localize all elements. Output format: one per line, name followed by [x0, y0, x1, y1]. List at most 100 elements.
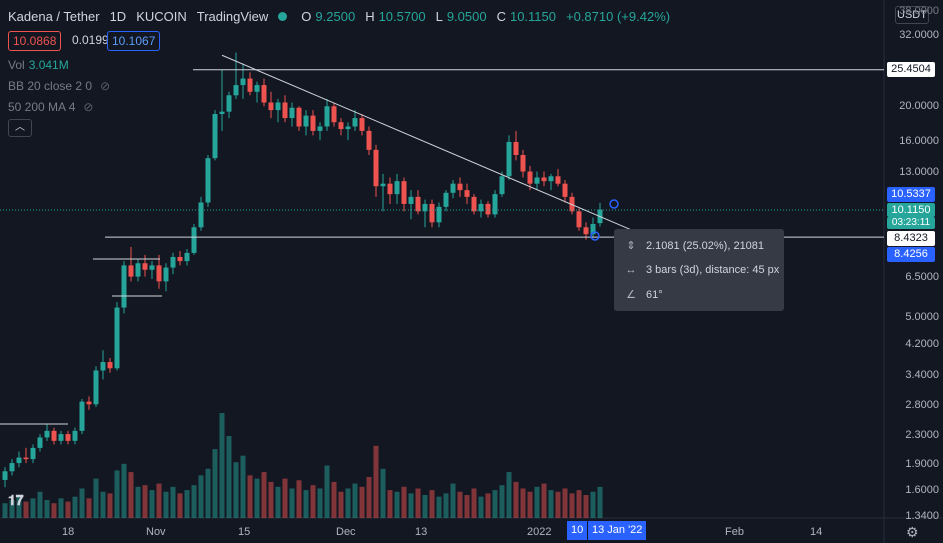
- price-tick: 38.0000: [899, 5, 939, 17]
- lower-line-price-tag[interactable]: 8.4323: [887, 231, 935, 246]
- candle-body: [44, 430, 50, 438]
- volume-bar: [114, 470, 120, 518]
- candle-body: [163, 267, 169, 282]
- volume-bar: [534, 486, 540, 518]
- candle-body: [275, 102, 281, 111]
- candle-body: [394, 181, 400, 195]
- alert-price-tag[interactable]: 10.5337: [887, 187, 935, 202]
- bid-button[interactable]: 10.0868: [8, 31, 62, 51]
- ma-indicator[interactable]: 50 200 MA 4 ⊘: [8, 100, 93, 114]
- candle-body: [121, 265, 127, 308]
- volume-bar: [506, 472, 512, 518]
- tradingview-logo-icon[interactable]: 𝟏𝟕: [8, 492, 24, 508]
- candle-body: [338, 122, 344, 130]
- measure-anchor-end: [609, 199, 619, 209]
- candle-body: [233, 85, 239, 96]
- volume-bar: [170, 486, 176, 518]
- candle-body: [506, 141, 512, 177]
- candle-body: [51, 430, 57, 441]
- volume-bar: [219, 413, 225, 518]
- volume-bar: [492, 490, 498, 518]
- price-tick: 5.0000: [905, 311, 939, 323]
- candle-body: [2, 471, 8, 480]
- volume-bar: [366, 476, 372, 518]
- volume-bar: [520, 488, 526, 518]
- price-tick: 3.4000: [905, 369, 939, 381]
- interval-label[interactable]: 1D: [109, 9, 127, 24]
- candle-body: [373, 149, 379, 187]
- volume-bar: [422, 495, 428, 518]
- time-range-start: 10: [567, 521, 588, 540]
- collapse-indicators-button[interactable]: ︿: [8, 119, 32, 137]
- time-range-end: 13 Jan '22: [588, 521, 647, 540]
- candle-body: [492, 194, 498, 215]
- volume-bar: [569, 493, 575, 518]
- price-tick: 1.9000: [905, 458, 939, 470]
- volume-value: 3.041M: [28, 58, 69, 72]
- volume-bar: [135, 486, 141, 518]
- candle-body: [93, 370, 99, 405]
- volume-bar: [548, 490, 554, 518]
- candle-body: [317, 126, 323, 131]
- candle-body: [478, 203, 484, 212]
- symbol-title[interactable]: Kadena / Tether: [8, 9, 100, 24]
- angle-icon: ∠: [626, 289, 636, 301]
- candle-body: [583, 227, 589, 235]
- volume-bar: [149, 490, 155, 518]
- time-tick: 14: [810, 526, 823, 538]
- candle-body: [345, 126, 351, 130]
- volume-bar: [30, 498, 36, 518]
- volume-bar: [359, 486, 365, 518]
- candle-body: [576, 211, 582, 228]
- candle-body: [562, 183, 568, 197]
- candle-body: [142, 263, 148, 270]
- candle-body: [310, 115, 316, 131]
- volume-bar: [72, 496, 78, 518]
- volume-bar: [373, 445, 379, 518]
- candle-body: [380, 183, 386, 187]
- price-tick: 2.3000: [905, 429, 939, 441]
- candle-body: [485, 203, 491, 215]
- candle-body: [261, 85, 267, 103]
- candle-body: [135, 263, 141, 277]
- volume-bar: [317, 488, 323, 518]
- currency-button[interactable]: USDT: [895, 6, 929, 24]
- volume-bar: [478, 496, 484, 518]
- volume-bar: [296, 480, 302, 518]
- candle-body: [198, 202, 204, 228]
- volume-bar: [555, 491, 561, 518]
- eye-hidden-icon[interactable]: ⊘: [100, 79, 111, 93]
- volume-bar: [184, 490, 190, 518]
- volume-bar: [107, 493, 113, 518]
- low-label: L: [435, 9, 443, 24]
- volume-bar: [387, 490, 393, 518]
- upper-line-price-tag[interactable]: 25.4504: [887, 62, 935, 77]
- volume-bar: [527, 491, 533, 518]
- gear-icon[interactable]: ⚙: [906, 524, 919, 540]
- eye-hidden-icon[interactable]: ⊘: [83, 100, 94, 114]
- candle-body: [100, 362, 106, 371]
- volume-bar: [499, 485, 505, 518]
- bb-indicator[interactable]: BB 20 close 2 0 ⊘: [8, 79, 110, 93]
- candle-body: [254, 85, 260, 92]
- price-tick: 2.8000: [905, 399, 939, 411]
- candle-body: [289, 107, 295, 119]
- volume-bar: [310, 485, 316, 518]
- volume-bar: [240, 455, 246, 518]
- volume-bar: [408, 493, 414, 518]
- volume-indicator[interactable]: Vol 3.041M: [8, 58, 69, 72]
- exchange-label: KUCOIN: [136, 9, 187, 24]
- ask-button[interactable]: 10.1067: [107, 31, 161, 51]
- volume-bar: [562, 488, 568, 518]
- volume-bar: [394, 491, 400, 518]
- volume-bar: [37, 491, 43, 518]
- candle-body: [408, 196, 414, 204]
- volume-bar: [156, 483, 162, 518]
- candle-body: [247, 78, 253, 92]
- volume-bar: [541, 483, 547, 518]
- spread-value: 0.0199: [72, 33, 109, 47]
- volume-bar: [464, 495, 470, 518]
- candle-body: [16, 457, 22, 464]
